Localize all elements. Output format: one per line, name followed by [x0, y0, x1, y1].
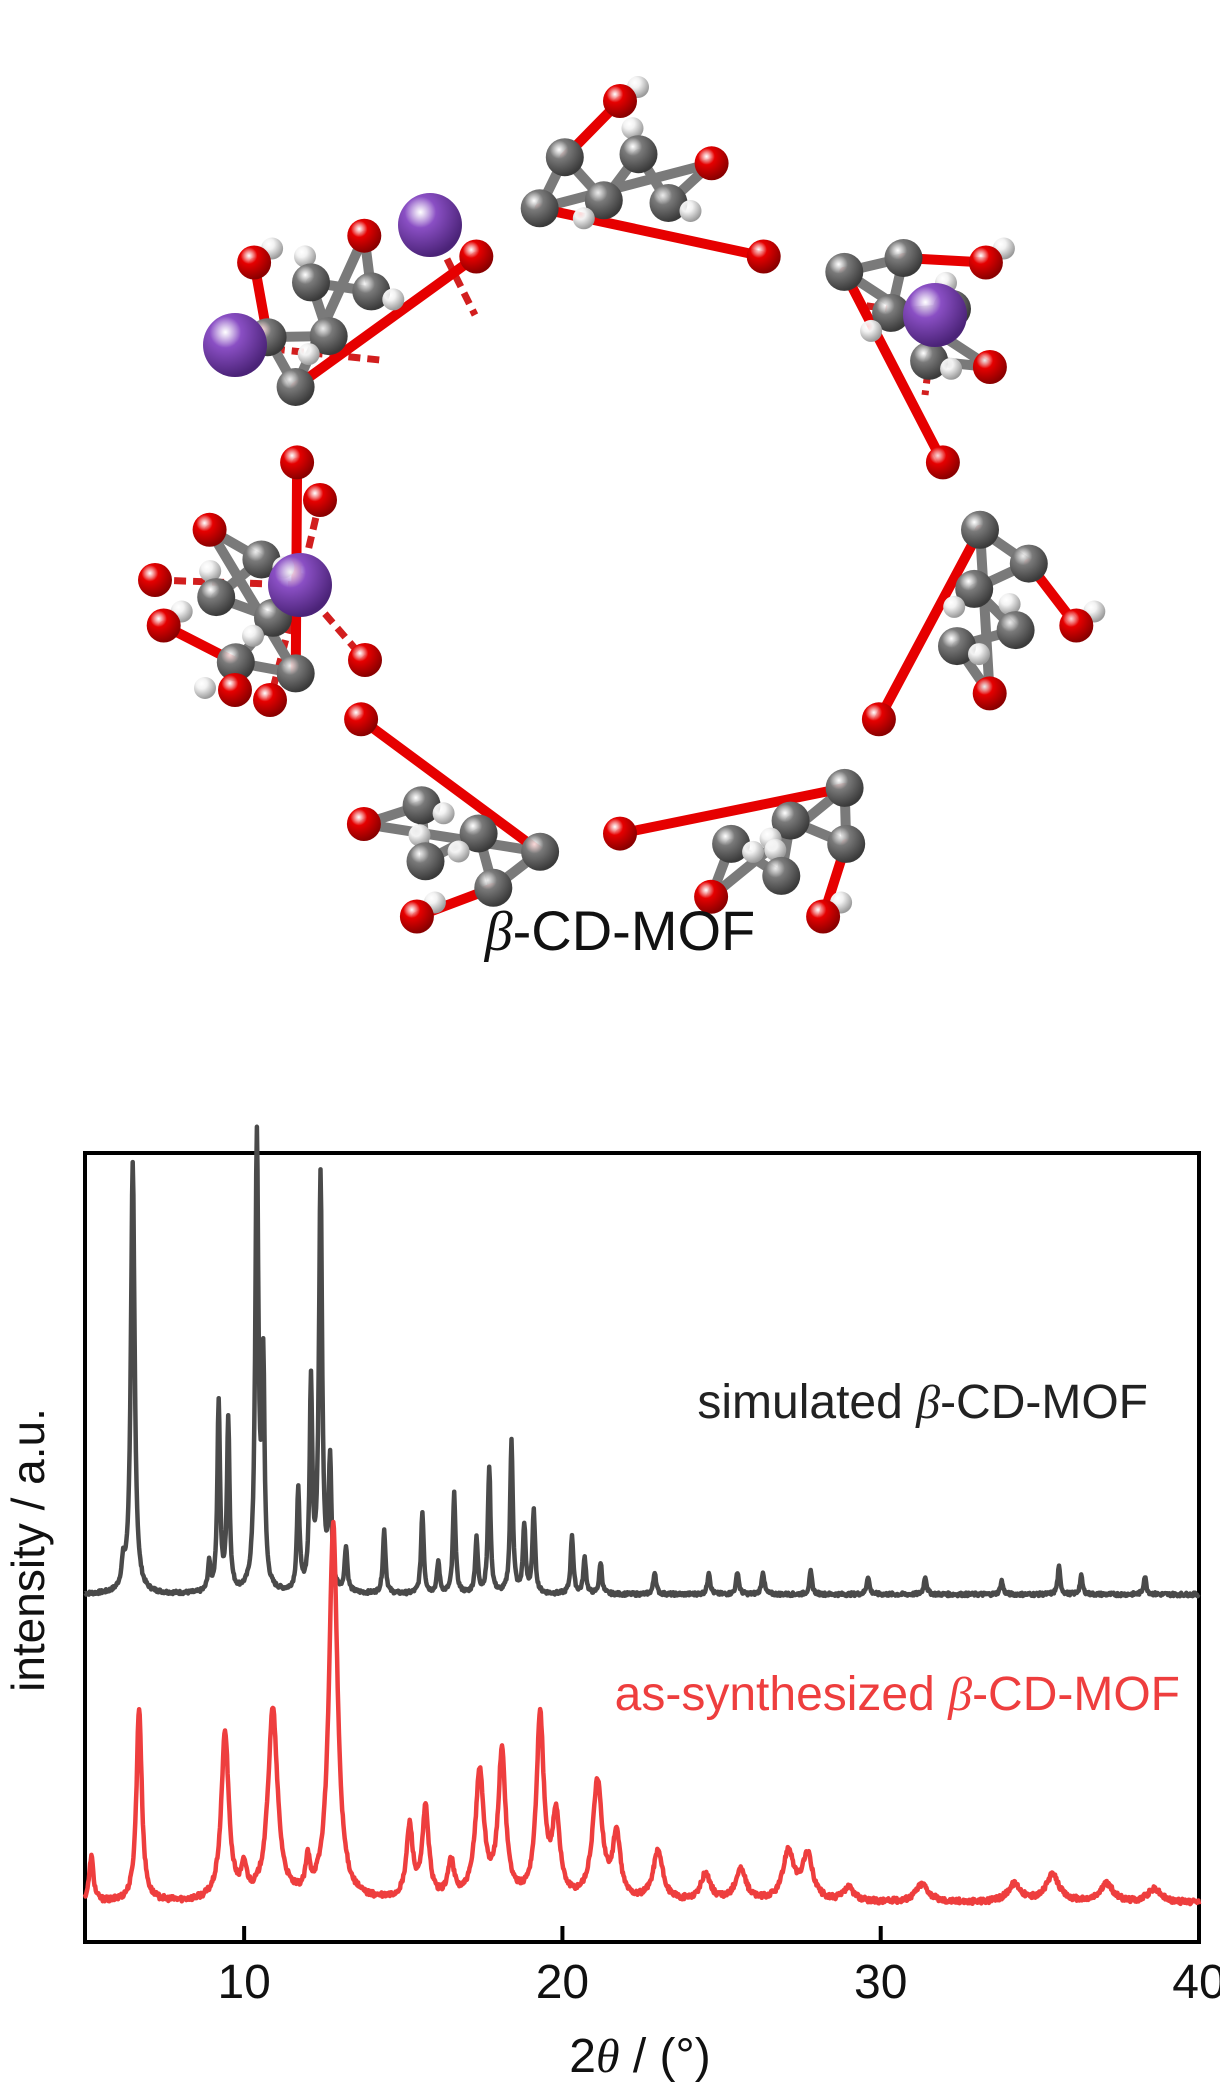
- series-label-simulated: simulated β-CD-MOF: [697, 1376, 1148, 1429]
- structure-label: β-CD-MOF: [484, 899, 755, 963]
- x-axis: 10 20 30 40: [217, 1926, 1220, 2009]
- x-tick-label: 40: [1172, 1956, 1220, 2009]
- x-tick-label: 30: [854, 1956, 907, 2009]
- series-simulated-line: [83, 1124, 1201, 1599]
- series-as-synthesized-line: [82, 1519, 1202, 1907]
- xrd-chart: 10 20 30 40 intensity / a.u. 2θ / (°) simul…: [2, 1124, 1220, 2083]
- series-label-as-synthesized: as-synthesized β-CD-MOF: [615, 1668, 1180, 1721]
- x-tick-label: 20: [536, 1956, 589, 2009]
- x-axis-label: 2θ / (°): [569, 2030, 710, 2083]
- beta-cd-mof-structure: [138, 76, 1106, 934]
- y-axis-label: intensity / a.u.: [2, 1408, 54, 1692]
- x-tick-label: 10: [217, 1956, 270, 2009]
- series-layer: [82, 1124, 1202, 1907]
- plot-frame: [83, 1151, 1201, 1944]
